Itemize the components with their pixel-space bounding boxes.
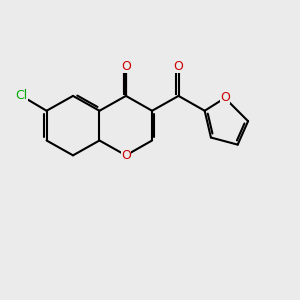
Text: O: O bbox=[220, 92, 230, 104]
Text: Cl: Cl bbox=[16, 89, 28, 102]
Text: O: O bbox=[121, 149, 131, 162]
Text: O: O bbox=[174, 60, 184, 73]
Text: O: O bbox=[121, 60, 131, 73]
